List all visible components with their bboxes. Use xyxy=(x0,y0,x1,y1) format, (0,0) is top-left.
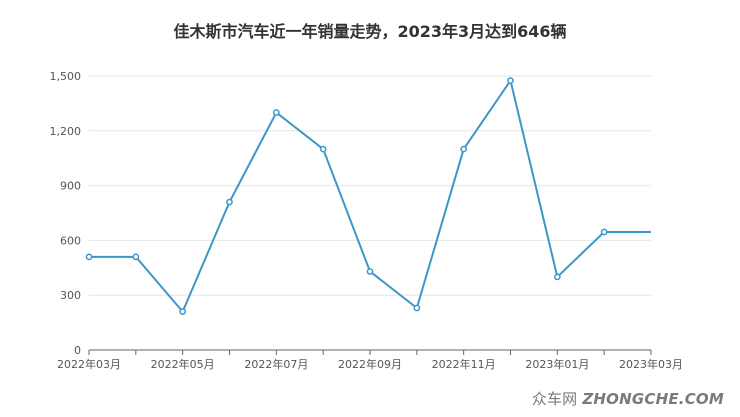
y-tick-label: 1,200 xyxy=(50,125,82,138)
y-tick-label: 900 xyxy=(60,180,81,193)
y-tick-label: 0 xyxy=(74,344,81,357)
data-point xyxy=(553,273,561,281)
data-point xyxy=(507,77,514,84)
y-tick-label: 600 xyxy=(60,234,81,247)
watermark: 众车网 ZHONGCHE.COM xyxy=(532,388,724,409)
x-tick-label: 2022年05月 xyxy=(151,357,215,371)
x-tick-label: 2022年11月 xyxy=(432,357,496,371)
x-tick-label: 2022年09月 xyxy=(338,357,402,371)
data-point xyxy=(272,109,280,116)
grid-lines xyxy=(89,75,651,296)
series-line xyxy=(89,79,651,313)
x-tick-label: 2022年07月 xyxy=(244,357,308,371)
y-tick-label: 1,500 xyxy=(50,70,82,83)
watermark-en: ZHONGCHE.COM xyxy=(582,390,724,408)
y-tick-label: 300 xyxy=(60,289,81,302)
data-point xyxy=(413,304,421,312)
x-tick-label: 2022年03月 xyxy=(57,357,121,371)
series xyxy=(85,77,651,315)
x-tick-label: 2023年01月 xyxy=(525,357,589,371)
data-point xyxy=(600,228,608,236)
data-point xyxy=(179,308,187,315)
chart-title: 佳木斯市汽车近一年销量走势，2023年3月达到646辆 xyxy=(173,22,567,41)
axes: 0 300 600 900 1,200 1,500 2022年03月 2022年05月 2022… xyxy=(50,70,684,371)
data-point xyxy=(460,145,468,153)
watermark-cn: 众车网 xyxy=(531,390,578,408)
data-point xyxy=(226,198,233,206)
data-point xyxy=(366,268,374,275)
data-point xyxy=(319,145,327,153)
data-point xyxy=(85,253,93,261)
data-point xyxy=(132,253,140,261)
x-tick-label: 2023年03月 xyxy=(619,357,683,371)
